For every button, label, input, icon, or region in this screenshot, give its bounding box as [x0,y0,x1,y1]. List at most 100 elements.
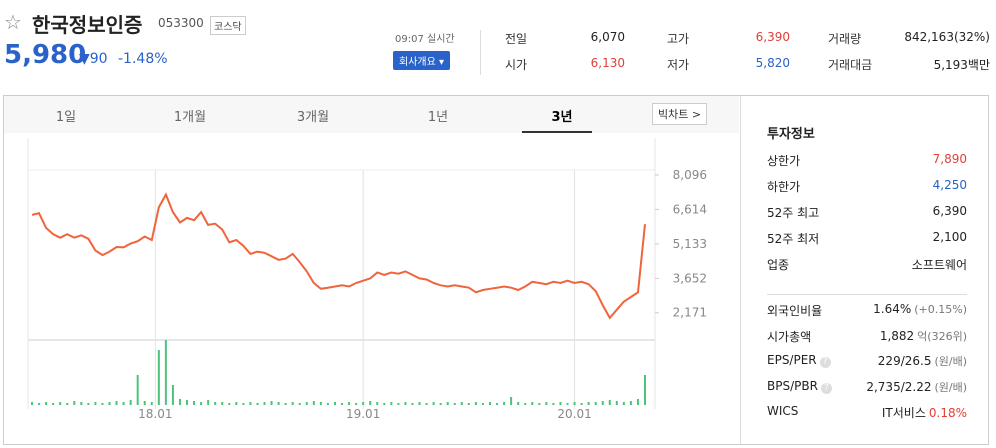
volume-bar [580,403,583,405]
volume-bar [326,403,329,405]
tab-bar [4,96,739,133]
volume-bar [348,402,351,405]
volume-bar [559,402,562,405]
chart-box [3,95,989,445]
volume-bar [538,403,541,405]
invest-value: 6,390 [932,204,967,218]
big-chart-button[interactable]: 빅차트 > [652,103,708,125]
summary-label: 저가 [667,58,690,72]
volume-bar [150,402,153,405]
tab[interactable]: 1개월 [173,110,207,125]
volume-bar [319,402,322,405]
summary-value: 6,390 [755,30,790,44]
invest-value-main: 2,735/2.22 [866,379,932,394]
invest-row: 상한가 7,890 [767,152,967,168]
summary-label: 고가 [667,32,690,46]
invest-row: 시가총액 1,882 억(326위) [767,328,967,344]
volume-bar [531,402,534,405]
summary-value: 5,820 [755,56,790,70]
change-rate: -1.48% [118,51,168,67]
volume-bar [115,401,118,405]
invest-row: EPS/PER? 229/26.5 (원/배) [767,353,967,369]
volume-bar [129,400,132,405]
volume-bar [467,403,470,405]
volume-bar [355,403,358,405]
volume-bar [52,403,55,405]
volume-bar [474,402,477,405]
volume-bar [270,401,273,405]
invest-label: 시가총액 [767,329,812,344]
volume-bar [432,402,435,405]
volume-bar [552,403,555,405]
price: 5,980 [4,40,87,70]
volume-bar [256,403,259,405]
invest-value: 1,882 억(326위) [880,328,967,344]
volume-bar [59,402,62,405]
volume-bar [369,401,372,405]
summary-label: 시가 [505,58,528,72]
volume-bar [566,403,569,405]
volume-bar [38,403,41,405]
volume-bar [629,401,632,405]
invest-value: 2,735/2.22 (원/배) [866,379,967,395]
volume-bar [524,403,527,405]
summary-value: 6,130 [590,56,625,70]
volume-bar [390,402,393,405]
invest-label: 52주 최저 [767,232,820,246]
volume-bar [601,401,604,405]
favorite-star[interactable]: ☆ [4,10,22,34]
x-tick-label: 18.01 [138,407,172,421]
help-icon[interactable]: ? [820,382,832,394]
volume-bar [608,400,611,405]
y-tick-label: 8,096 [673,168,707,182]
tab[interactable]: 1년 [427,110,449,125]
volume-bar [122,402,125,405]
tab[interactable]: 1일 [55,110,77,125]
volume-bar [333,402,336,405]
volume-bar [200,402,203,405]
volume-bar [460,402,463,405]
invest-value-sub: (원/배) [934,380,967,394]
help-icon[interactable]: ? [819,357,831,368]
volume-bar [446,402,449,405]
price-line [31,192,646,320]
invest-value: 1.64% (+0.15%) [873,302,967,316]
volume-bar [312,401,315,405]
invest-value-main: IT서비스 [881,406,926,420]
tab[interactable]: 3개월 [296,110,330,125]
volume-bar [66,403,69,405]
divider [480,30,481,75]
volume-bar [362,402,365,405]
volume-bar [517,402,520,405]
volume-bar [481,403,484,405]
invest-value-sub: 0.18% [928,406,967,420]
volume-bar [411,403,414,405]
stock-code: 053300 [158,16,204,30]
invest-row: 업종 소프트웨어 [767,256,967,272]
invest-label: 하한가 [767,180,801,194]
tab[interactable]: 3년 [551,110,573,125]
divider [767,294,967,295]
summary-value: 842,163(32%) [904,30,990,44]
volume-bar [291,402,294,405]
volume-bar [383,403,386,405]
company-button[interactable]: 회사개요 ▾ [393,51,450,70]
x-tick-label: 19.01 [346,407,380,421]
invest-value-main: 1.64% [873,302,912,316]
invest-row: 하한가 4,250 [767,178,967,194]
summary-label: 전일 [505,32,528,46]
volume-bar [545,402,548,405]
volume-bar [45,402,48,405]
volume-bar [425,403,428,405]
invest-label: BPS/PBR? [767,379,832,394]
volume-bar [87,403,90,405]
invest-value: 7,890 [932,152,967,166]
invest-value-sub: (+0.15%) [914,303,967,316]
volume-bar [178,399,181,405]
volume-bar [615,401,618,405]
volume-bar [298,403,301,405]
invest-value: 2,100 [932,230,967,244]
y-tick-label: 5,133 [673,237,707,251]
summary-value: 6,070 [590,30,625,44]
